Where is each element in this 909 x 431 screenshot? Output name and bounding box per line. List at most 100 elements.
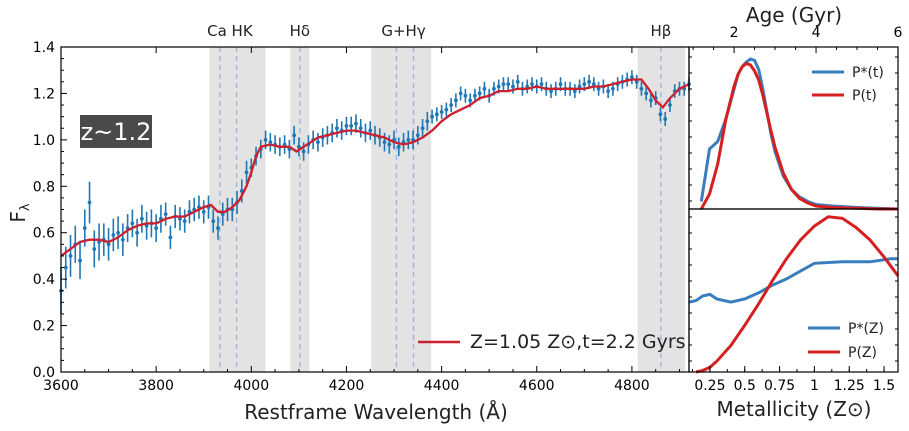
age-distribution-panel: 2 4 6 — [688, 25, 903, 211]
data-point — [244, 170, 249, 175]
data-point — [606, 89, 611, 94]
data-point — [111, 233, 116, 237]
y-tick-label: 0.2 — [33, 319, 55, 335]
metallicity-xlabel: Metallicity (Z⊙) — [717, 397, 872, 421]
data-point — [610, 86, 615, 91]
metallicity-tick-label: 1.5 — [873, 378, 895, 394]
data-point — [477, 91, 482, 96]
data-point — [168, 235, 173, 240]
y-tick-label: 0.0 — [33, 365, 55, 381]
metallicity-tick-label: 1.25 — [834, 378, 865, 394]
legend-label-pstar-t: P*(t) — [852, 65, 884, 81]
spectrum-ylabel-sub: λ — [18, 203, 33, 211]
age-tick-label: 4 — [812, 25, 821, 41]
data-point — [463, 93, 468, 98]
data-point — [301, 149, 306, 154]
data-point — [116, 230, 120, 235]
data-point — [663, 117, 668, 121]
x-tick-label: 3800 — [138, 378, 174, 394]
data-point — [515, 79, 520, 84]
data-point — [344, 124, 349, 128]
y-tick-label: 0.8 — [33, 179, 55, 195]
y-tick-label: 0.6 — [33, 226, 55, 242]
metallicity-tick-label: 0.5 — [734, 378, 756, 394]
age-tick-label: 6 — [894, 25, 903, 41]
data-point — [577, 84, 582, 89]
data-point — [78, 258, 82, 263]
age-curve — [699, 61, 898, 211]
redshift-badge-box — [80, 115, 152, 148]
spectrum-ylabel: Fλ — [6, 203, 33, 223]
metallicity-tick-label: 0.75 — [764, 378, 795, 394]
spectral-line-label: Hδ — [290, 22, 310, 40]
data-point — [473, 93, 477, 98]
data-point — [425, 119, 430, 124]
spectrum-ylabel-main: F — [6, 211, 30, 223]
data-point — [201, 209, 206, 214]
data-point — [591, 82, 596, 87]
data-point — [658, 112, 663, 117]
x-tick-label: 3600 — [43, 378, 79, 394]
spectrum-panel: 3600 3800 4000 4200 4400 4600 4800 0.0 0.2 0.4 0.6… — [33, 22, 691, 394]
data-point — [639, 86, 644, 91]
x-tick-label: 4200 — [329, 378, 365, 394]
spectral-line-label: Ca HK — [207, 22, 254, 40]
data-point — [492, 86, 496, 91]
y-tick-label: 1.0 — [33, 133, 55, 149]
data-point — [296, 144, 301, 149]
data-point — [68, 254, 73, 258]
data-point — [549, 89, 553, 94]
legend-label-model: Z=1.05 Z⊙,t=2.2 Gyrs — [470, 331, 686, 353]
age-xlabel: Age (Gyr) — [746, 3, 842, 27]
data-point — [358, 126, 363, 131]
data-point — [216, 226, 220, 230]
data-point — [406, 137, 411, 142]
data-point — [82, 226, 87, 230]
data-point — [354, 121, 358, 126]
data-point — [268, 140, 273, 145]
data-point — [444, 107, 449, 112]
data-point — [120, 237, 125, 242]
spectral-line-label: Hβ — [651, 22, 672, 40]
data-point — [178, 216, 182, 221]
data-point — [539, 82, 544, 87]
data-point — [316, 140, 320, 145]
data-point — [434, 112, 439, 117]
data-point — [468, 98, 473, 103]
data-point — [106, 242, 111, 247]
x-tick-label: 4000 — [233, 378, 269, 394]
data-point — [582, 82, 587, 87]
metallicity-frame — [688, 208, 899, 373]
data-point — [130, 221, 135, 226]
data-point — [387, 142, 392, 147]
y-tick-label: 0.4 — [33, 272, 55, 288]
data-point — [211, 219, 216, 224]
shaded-band — [236, 47, 266, 372]
x-tick-label: 4400 — [424, 378, 460, 394]
data-point — [506, 82, 511, 87]
model-line — [60, 78, 690, 257]
y-tick-label: 1.2 — [33, 86, 55, 102]
metallicity-tick-label: 0.25 — [694, 378, 725, 394]
data-point — [430, 114, 434, 119]
data-point — [439, 110, 444, 114]
data-point — [558, 82, 563, 87]
legend-label-p-z: P(Z) — [848, 345, 877, 361]
data-point — [282, 142, 287, 147]
x-tick-label: 4800 — [614, 378, 650, 394]
age-curve — [699, 57, 899, 211]
metallicity-curve — [688, 257, 898, 304]
data-point — [220, 212, 225, 217]
metallicity-distribution-panel: 0.25 0.5 0.75 1 1.25 1.5 — [688, 56, 900, 394]
data-point — [396, 144, 401, 149]
data-point — [587, 79, 591, 84]
data-point — [182, 219, 187, 224]
data-point — [415, 133, 420, 138]
data-point — [572, 89, 577, 94]
data-point — [420, 126, 425, 131]
data-point — [382, 140, 387, 145]
metallicity-curve — [695, 215, 900, 374]
metallicity-tick-label: 1 — [810, 378, 819, 394]
data-point — [449, 103, 454, 107]
data-point — [634, 79, 639, 84]
